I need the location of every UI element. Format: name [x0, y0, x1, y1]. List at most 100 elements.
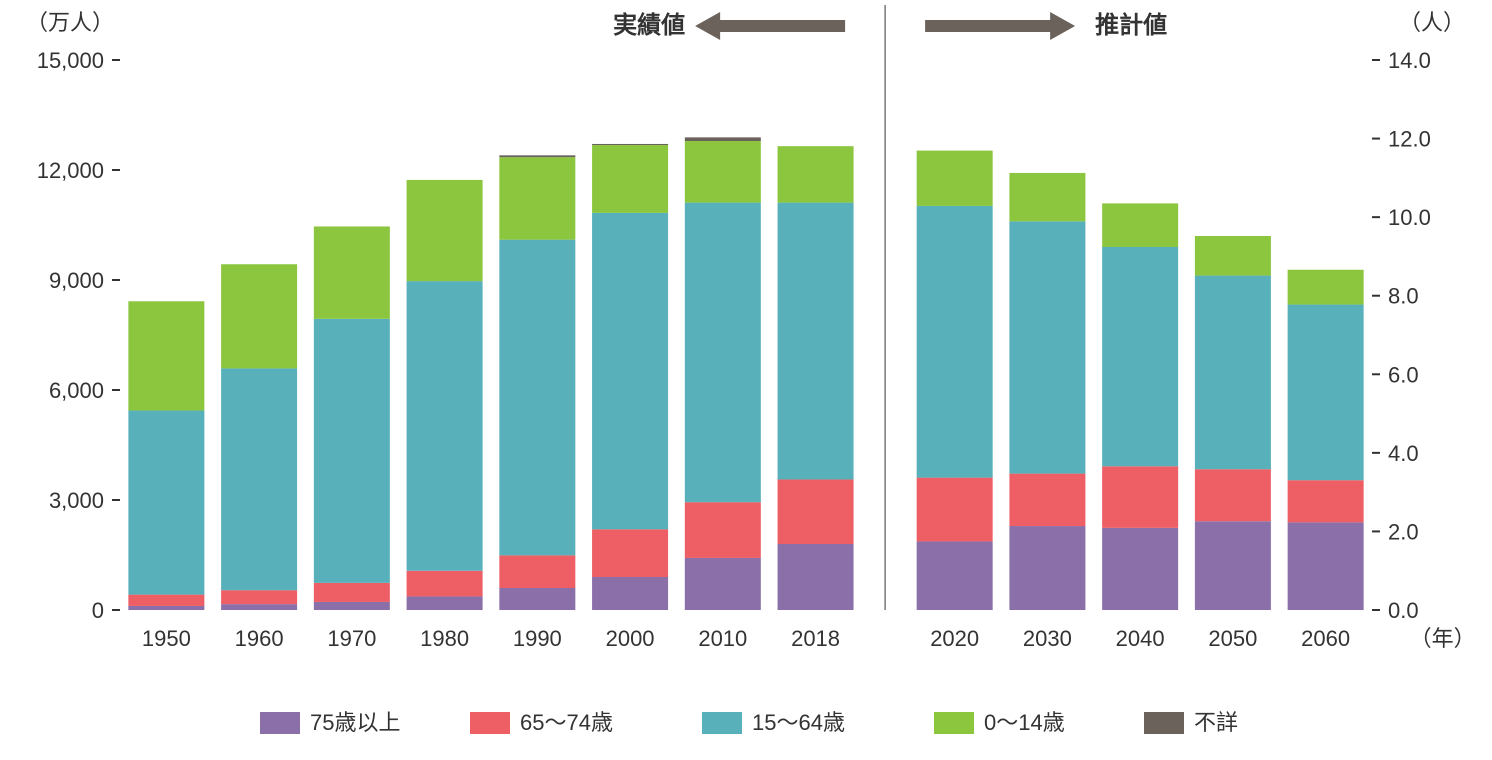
x-tick-label: 1990 [513, 626, 562, 651]
bar-segment [1102, 203, 1178, 247]
bar-group [917, 151, 993, 610]
bar-segment [128, 595, 204, 606]
bar-segment [128, 301, 204, 410]
y-right-tick: 6.0 [1388, 362, 1419, 387]
bar-segment [778, 146, 854, 202]
bar-segment [1195, 469, 1271, 521]
x-tick-label: 2020 [930, 626, 979, 651]
y-right-tick: 14.0 [1388, 48, 1431, 73]
bar-segment [685, 141, 761, 203]
y-left-tick: 15,000 [37, 48, 104, 73]
legend-swatch [470, 712, 510, 734]
bar-segment [1102, 528, 1178, 610]
y-left-tick: 0 [92, 598, 104, 623]
bar-segment [499, 155, 575, 157]
legend-item: 75歳以上 [260, 710, 400, 735]
y-right-tick: 4.0 [1388, 441, 1419, 466]
y-left-unit: （万人） [26, 10, 114, 35]
bar-segment [1195, 521, 1271, 610]
bar-segment [221, 590, 297, 604]
bar-segment [407, 596, 483, 610]
bar-segment [1009, 474, 1085, 526]
bar-segment [499, 588, 575, 610]
bar-segment [314, 319, 390, 583]
bar-group [592, 144, 668, 610]
bar-segment [778, 203, 854, 480]
x-tick-label: 2040 [1116, 626, 1165, 651]
legend-label: 0〜14歳 [984, 710, 1065, 735]
bar-group [1288, 270, 1364, 610]
bar-segment [1288, 270, 1364, 305]
x-tick-label: 2018 [791, 626, 840, 651]
x-tick-label: 1960 [235, 626, 284, 651]
legend-item: 15〜64歳 [702, 710, 845, 735]
bar-segment [1288, 480, 1364, 522]
bar-segment [1288, 305, 1364, 481]
y-left-tick: 6,000 [49, 378, 104, 403]
bar-segment [314, 583, 390, 602]
y-right-tick: 8.0 [1388, 284, 1419, 309]
bar-group [407, 180, 483, 610]
bar-segment [1288, 522, 1364, 610]
header-actual-label: 実績値 [613, 11, 685, 39]
bar-segment [917, 151, 993, 206]
bar-segment [917, 206, 993, 478]
x-tick-label: 2010 [698, 626, 747, 651]
bar-segment [1009, 173, 1085, 221]
bar-group [685, 137, 761, 610]
population-chart: （万人）（人）03,0006,0009,00012,00015,0000.02.… [0, 0, 1492, 760]
bar-segment [917, 478, 993, 542]
x-tick-label: 2000 [606, 626, 655, 651]
bar-group [314, 226, 390, 610]
bar-segment [685, 502, 761, 558]
bar-segment [407, 571, 483, 597]
bar-segment [1102, 247, 1178, 466]
legend-swatch [1144, 712, 1184, 734]
bar-segment [592, 529, 668, 577]
x-tick-label: 1970 [327, 626, 376, 651]
header-estimate-label: 推計値 [1095, 11, 1167, 39]
x-tick-label: 1950 [142, 626, 191, 651]
legend-item: 0〜14歳 [934, 710, 1065, 735]
bar-segment [407, 180, 483, 281]
bar-segment [221, 604, 297, 610]
legend-label: 不詳 [1194, 710, 1238, 735]
x-tick-label: 2050 [1208, 626, 1257, 651]
bar-segment [592, 145, 668, 213]
bar-segment [1009, 221, 1085, 473]
bar-group [499, 155, 575, 610]
bar-segment [685, 203, 761, 503]
bar-segment [592, 213, 668, 529]
bar-segment [685, 558, 761, 610]
y-left-tick: 3,000 [49, 488, 104, 513]
bar-segment [314, 602, 390, 610]
bar-segment [1195, 276, 1271, 470]
bar-group [778, 146, 854, 610]
bar-segment [314, 226, 390, 318]
legend-label: 65〜74歳 [520, 710, 613, 735]
x-tick-label: 2060 [1301, 626, 1350, 651]
bar-segment [917, 541, 993, 610]
legend-item: 65〜74歳 [470, 710, 613, 735]
y-right-unit: （人） [1399, 10, 1465, 35]
bar-segment [499, 240, 575, 556]
legend-label: 15〜64歳 [752, 710, 845, 735]
bar-segment [128, 411, 204, 595]
bar-segment [778, 479, 854, 544]
x-unit-label: （年） [1410, 626, 1476, 651]
bar-segment [592, 577, 668, 610]
legend-label: 75歳以上 [310, 710, 400, 735]
bar-segment [778, 544, 854, 610]
bar-segment [221, 368, 297, 590]
bar-segment [1009, 526, 1085, 610]
y-right-tick: 10.0 [1388, 205, 1431, 230]
bar-segment [685, 137, 761, 141]
bar-segment [499, 555, 575, 588]
x-tick-label: 1980 [420, 626, 469, 651]
bar-group [221, 264, 297, 610]
y-right-tick: 0.0 [1388, 598, 1419, 623]
bar-group [1102, 203, 1178, 610]
bar-group [1195, 236, 1271, 610]
y-left-tick: 12,000 [37, 158, 104, 183]
bar-segment [128, 606, 204, 610]
